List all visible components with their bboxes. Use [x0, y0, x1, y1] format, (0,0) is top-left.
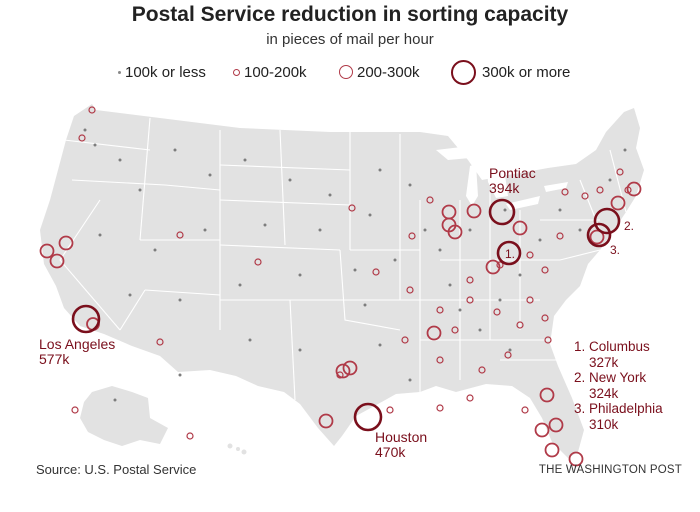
label-houston-name: Houston: [375, 429, 428, 445]
legend-label: 100k or less: [125, 63, 206, 81]
marker-new-york: [593, 207, 621, 235]
legend-symbol-medium: [339, 65, 353, 79]
label-pontiac: Pontiac 394k: [489, 166, 536, 196]
top3-name: New York: [589, 370, 647, 385]
legend-item-200-300k: 200-300k: [339, 58, 420, 86]
marker-pontiac: [488, 198, 516, 226]
top3-item-2: 2. New York 324k: [574, 370, 663, 401]
great-lakes: [436, 146, 568, 210]
hawaii-landmass: [227, 443, 247, 455]
label-houston-value: 470k: [375, 444, 406, 460]
legend-item-300k-or-more: 300k or more: [451, 58, 570, 86]
marker-los-angeles: [71, 304, 101, 334]
top3-rank: 1.: [574, 339, 586, 354]
publisher-credit: THE WASHINGTON POST: [538, 464, 682, 476]
chart-title: Postal Service reduction in sorting capa…: [131, 3, 569, 26]
top3-value: 324k: [589, 385, 619, 401]
label-los-angeles-value: 577k: [39, 351, 70, 367]
legend-label: 100-200k: [244, 63, 307, 81]
top3-name: Columbus: [589, 339, 650, 354]
legend-item-100-200k: 100-200k: [233, 58, 307, 86]
tiny-markers: [83, 128, 627, 402]
top-three-list: 1. Columbus 327k 2. New York 324k 3. Phi…: [574, 339, 663, 432]
legend-label: 200-300k: [357, 63, 420, 81]
label-houston: Houston 470k: [375, 430, 427, 460]
top3-value: 310k: [589, 416, 619, 432]
small-markers: [71, 106, 632, 440]
marker-houston: [353, 402, 383, 432]
label-los-angeles: Los Angeles 577k: [39, 337, 115, 367]
top3-rank: 3.: [574, 401, 586, 416]
marker-columbus: [496, 240, 522, 266]
top3-item-1: 1. Columbus 327k: [574, 339, 663, 370]
legend-label: 300k or more: [482, 63, 571, 81]
chart-subtitle: in pieces of mail per hour: [266, 31, 434, 48]
marker-label-1: 1.: [505, 247, 515, 261]
top3-name: Philadelphia: [589, 401, 663, 416]
top3-rank: 2.: [574, 370, 586, 385]
label-pontiac-value: 394k: [489, 180, 520, 196]
legend-symbol-large: [451, 59, 476, 85]
top3-value: 327k: [589, 354, 619, 370]
marker-philadelphia: [586, 222, 612, 248]
state-borders: [59, 117, 627, 401]
alaska-landmass: [80, 386, 168, 446]
medium-markers: [39, 181, 642, 467]
marker-label-2: 2.: [624, 219, 634, 233]
large-markers: [71, 198, 621, 432]
marker-label-3: 3.: [610, 243, 620, 257]
legend: 100k or less 100-200k 200-300k 300k or m…: [0, 58, 700, 86]
legend-item-100k-or-less: 100k or less: [118, 58, 206, 86]
source-note: Source: U.S. Postal Service: [36, 462, 197, 477]
label-los-angeles-name: Los Angeles: [39, 336, 116, 352]
legend-symbol-small: [233, 68, 240, 76]
label-pontiac-name: Pontiac: [489, 165, 536, 181]
top3-item-3: 3. Philadelphia 310k: [574, 401, 663, 432]
legend-symbol-tiny: [118, 70, 121, 74]
